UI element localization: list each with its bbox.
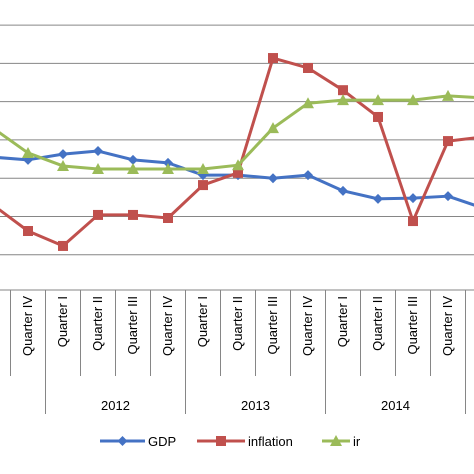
- series: [0, 53, 474, 251]
- x-tick-label: Quarter IV: [300, 296, 315, 356]
- marker: [233, 167, 243, 178]
- x-tick-label: Quarter IV: [160, 296, 175, 356]
- marker: [57, 159, 69, 171]
- marker: [22, 146, 34, 158]
- marker: [443, 191, 453, 202]
- series: [0, 89, 474, 175]
- legend-marker: [330, 435, 342, 446]
- marker: [232, 159, 244, 171]
- marker: [93, 209, 103, 220]
- marker: [407, 94, 419, 106]
- x-tick-label: Quarter II: [370, 296, 385, 351]
- x-tick-label: Quarter I: [55, 296, 70, 347]
- x-tick-label: Quarter II: [230, 296, 245, 351]
- legend-label: ir: [353, 434, 361, 449]
- x-tick-label: Quarter IV: [440, 296, 455, 356]
- marker: [162, 163, 174, 175]
- marker: [128, 154, 138, 165]
- series-line: [0, 94, 474, 171]
- marker: [337, 94, 349, 106]
- legend-label: inflation: [248, 434, 293, 449]
- marker: [338, 185, 348, 196]
- marker: [92, 163, 104, 175]
- legend-label: GDP: [148, 434, 176, 449]
- x-tick-label: Quarter I: [195, 296, 210, 347]
- marker: [373, 193, 383, 204]
- marker: [93, 146, 103, 157]
- marker: [408, 216, 418, 227]
- marker: [373, 111, 383, 122]
- x-tick-label: Quarter IV: [20, 296, 35, 356]
- year-label: 2012: [101, 398, 130, 413]
- legend-marker: [117, 436, 128, 446]
- x-tick-label: Quarter III: [125, 296, 140, 355]
- marker: [58, 240, 68, 251]
- marker: [303, 170, 313, 181]
- marker: [443, 136, 453, 147]
- legend-marker: [216, 436, 226, 446]
- x-tick-label: Quarter I: [335, 296, 350, 347]
- marker: [268, 173, 278, 184]
- x-tick-label: Quarter III: [265, 296, 280, 355]
- marker: [128, 209, 138, 220]
- marker: [127, 163, 139, 175]
- marker: [198, 180, 208, 191]
- marker: [303, 62, 313, 73]
- year-label: 2013: [241, 398, 270, 413]
- marker: [197, 163, 209, 175]
- x-tick-label: Quarter II: [90, 296, 105, 351]
- marker: [267, 122, 279, 134]
- marker: [302, 97, 314, 109]
- marker: [163, 157, 173, 168]
- marker: [442, 89, 454, 101]
- x-tick-label: Quarter III: [405, 296, 420, 355]
- series-line: [0, 149, 474, 207]
- marker: [372, 94, 384, 106]
- marker: [268, 53, 278, 64]
- marker: [338, 85, 348, 96]
- marker: [163, 212, 173, 223]
- marker: [58, 149, 68, 160]
- marker: [408, 193, 418, 204]
- marker: [23, 226, 33, 237]
- series: [0, 146, 474, 207]
- year-label: 2014: [381, 398, 410, 413]
